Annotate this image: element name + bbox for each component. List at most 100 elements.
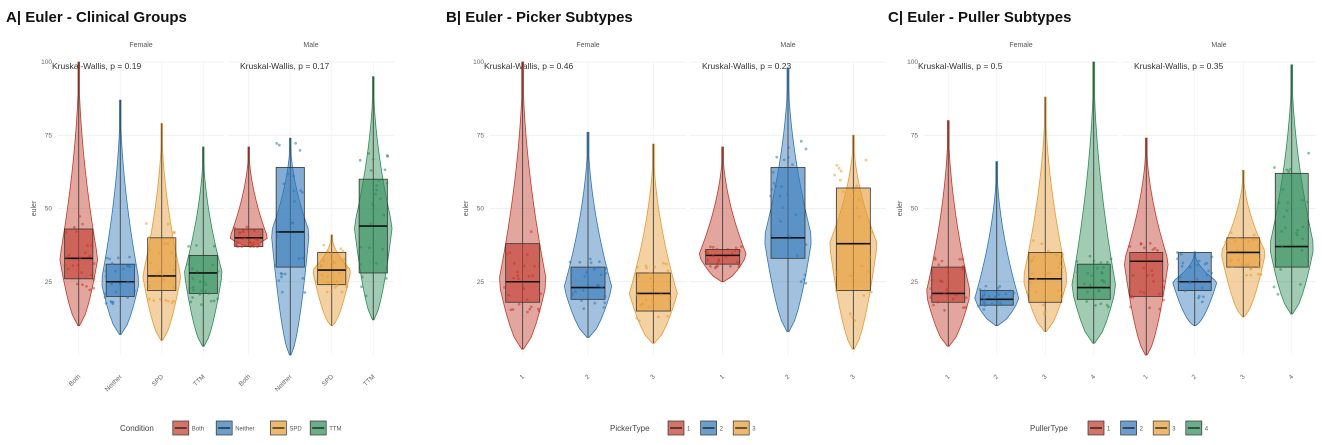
data-point [1279,268,1283,271]
data-point [375,188,379,192]
data-point [848,312,852,316]
data-point [1139,290,1142,294]
data-point [714,265,718,269]
legend-title: PickerType [610,424,650,433]
data-point [273,264,277,267]
data-point [724,255,728,259]
data-point [1301,225,1305,229]
data-point [597,260,601,264]
data-point [1129,305,1132,309]
data-point [1280,230,1284,233]
data-point [804,281,808,285]
data-point [1055,253,1059,257]
box-SPD [147,237,177,291]
data-point [342,258,346,262]
data-point [503,286,506,289]
data-point [1059,257,1063,261]
data-point [92,278,96,281]
data-point [1105,303,1109,307]
data-point [80,271,83,274]
y-axis-label: euler [463,200,470,216]
data-point [133,289,137,293]
data-point [149,261,153,265]
data-point [110,261,114,265]
legend-label: Neither [235,427,254,433]
x-tick-label: 4 [1090,373,1098,381]
data-point [945,265,949,269]
data-point [1224,240,1228,244]
data-point [1210,271,1213,275]
data-point [1157,292,1161,296]
data-point [286,172,290,176]
data-point [385,154,389,157]
data-point [1061,291,1064,295]
data-point [637,274,641,278]
data-point [1252,233,1256,237]
data-point [1161,298,1165,302]
y-tick-label: 50 [911,206,919,213]
legend-label: Both [192,427,204,433]
data-point [733,248,737,252]
data-point [1102,280,1106,284]
data-point [172,268,176,272]
facet-male: Male Kruskal-Wallis, p = 0.35 1 2 3 4 [1122,42,1316,381]
data-point [1102,266,1105,269]
data-point [933,258,937,261]
data-point [1225,249,1229,253]
data-point [505,252,508,256]
data-point [961,306,965,309]
data-point [325,290,329,294]
data-point [173,257,177,260]
data-point [932,303,935,307]
data-point [1183,289,1187,293]
data-point [157,251,161,255]
facet-female: Female 25 50 75 100 Kruskal-Wallis, p = 0.19 B… [41,42,224,393]
data-point [170,301,174,305]
data-point [66,267,70,271]
data-point [1188,279,1192,283]
data-point [320,273,324,277]
data-point [1094,304,1097,307]
data-point [1012,291,1016,295]
data-point [282,182,286,186]
data-point [277,143,281,147]
legend-label: SPD [289,427,302,433]
data-point [596,266,600,269]
data-point [374,192,378,196]
data-point [326,250,330,253]
data-point [522,287,526,291]
data-point [929,287,933,291]
data-point [1273,166,1276,169]
data-point [78,256,82,260]
data-point [730,252,734,255]
data-point [778,194,782,198]
data-point [996,300,1000,304]
data-point [369,168,373,172]
data-point [1245,274,1248,277]
data-point [1235,248,1239,252]
data-point [1061,252,1065,256]
data-point [236,240,240,244]
data-point [596,283,600,287]
x-tick-label: 2 [784,373,792,381]
data-point [802,278,806,281]
data-point [1151,248,1155,251]
data-point [1088,254,1092,258]
data-point [645,266,648,270]
data-point [866,270,870,273]
data-point [283,272,287,276]
data-point [1280,245,1284,249]
data-point [738,249,742,253]
data-point [207,292,211,295]
data-point [647,305,651,309]
facet-label: Male [303,42,318,49]
data-point [1200,300,1204,304]
data-point [529,230,533,234]
data-point [359,263,363,266]
data-point [1008,289,1012,293]
data-point [604,267,608,270]
data-point [964,296,968,299]
data-point [603,294,607,298]
data-point [978,288,982,291]
data-point [255,245,259,248]
